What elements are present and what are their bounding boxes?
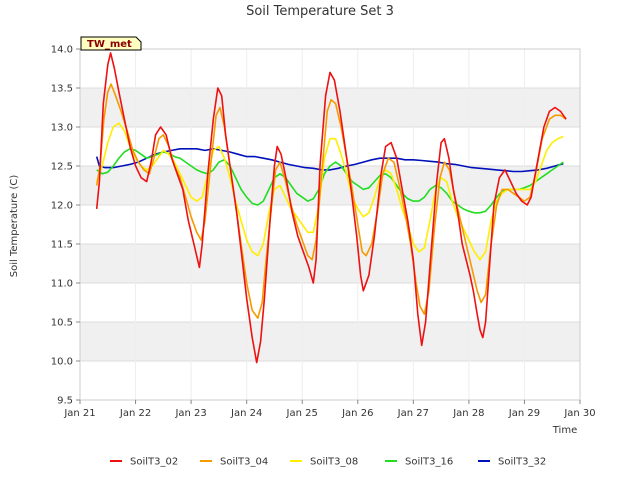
x-tick-label: Jan 25 [286, 408, 318, 419]
legend-item-SoilT3_32: SoilT3_32 [478, 457, 546, 468]
legend-item-SoilT3_16: SoilT3_16 [385, 457, 453, 468]
x-tick-label: Jan 30 [563, 408, 595, 419]
legend-label: SoilT3_04 [220, 457, 268, 468]
series-layer [95, 52, 567, 364]
site-badge: TW_met [80, 36, 142, 51]
y-tick-label: 11.0 [51, 279, 73, 290]
legend-item-SoilT3_04: SoilT3_04 [200, 457, 268, 468]
x-tick-label: Jan 23 [174, 408, 206, 419]
x-axis: Jan 21 Jan 22 Jan 23 Jan 24 Jan 25 Jan 26 Jan … [63, 400, 596, 419]
legend-item-SoilT3_08: SoilT3_08 [290, 457, 358, 468]
y-axis: 9.5 10.0 10.5 11.0 11.5 12.0 12.5 13.0 13.5 14.0 [51, 45, 80, 407]
y-tick-label: 12.5 [51, 162, 73, 173]
y-tick-label: 13.5 [51, 84, 73, 95]
series-line-SoilT3_08 [95, 122, 564, 261]
x-axis-title: Time [552, 425, 577, 436]
plot-background [80, 49, 580, 400]
x-tick-label: Jan 22 [119, 408, 151, 419]
plot-band [80, 322, 580, 361]
chart-title: Soil Temperature Set 3 [246, 4, 394, 19]
plot-frame [79, 48, 581, 401]
y-tick-label: 9.5 [57, 396, 73, 407]
x-tick-label: Jan 29 [508, 408, 540, 419]
x-tick-label: Jan 28 [452, 408, 484, 419]
y-tick-label: 14.0 [51, 45, 73, 56]
y-axis-title: Soil Temperature (C) [9, 175, 20, 278]
legend-label: SoilT3_32 [498, 457, 546, 468]
x-tick-label: Jan 27 [397, 408, 429, 419]
y-tick-label: 12.0 [51, 201, 73, 212]
series-line-SoilT3_16 [96, 148, 564, 214]
x-tick-label: Jan 24 [230, 408, 262, 419]
legend-label: SoilT3_16 [405, 457, 453, 468]
plot-band [80, 88, 580, 127]
legend-item-SoilT3_02: SoilT3_02 [110, 457, 178, 468]
x-tick-label: Jan 26 [341, 408, 373, 419]
legend-label: SoilT3_02 [130, 457, 178, 468]
legend: SoilT3_02 SoilT3_04 SoilT3_08 SoilT3_16 Soil… [110, 457, 546, 468]
plot-band [80, 166, 580, 205]
site-badge-label: TW_met [87, 39, 132, 50]
x-tick-label: Jan 21 [63, 408, 95, 419]
y-tick-label: 11.5 [51, 240, 73, 251]
y-tick-label: 10.5 [51, 318, 73, 329]
plot-band [80, 244, 580, 283]
series-line-SoilT3_32 [95, 148, 564, 173]
series-line-SoilT3_02 [95, 52, 567, 364]
legend-label: SoilT3_08 [310, 457, 358, 468]
site-badge-shape [80, 36, 142, 51]
y-tick-label: 10.0 [51, 357, 73, 368]
y-tick-label: 13.0 [51, 123, 73, 134]
